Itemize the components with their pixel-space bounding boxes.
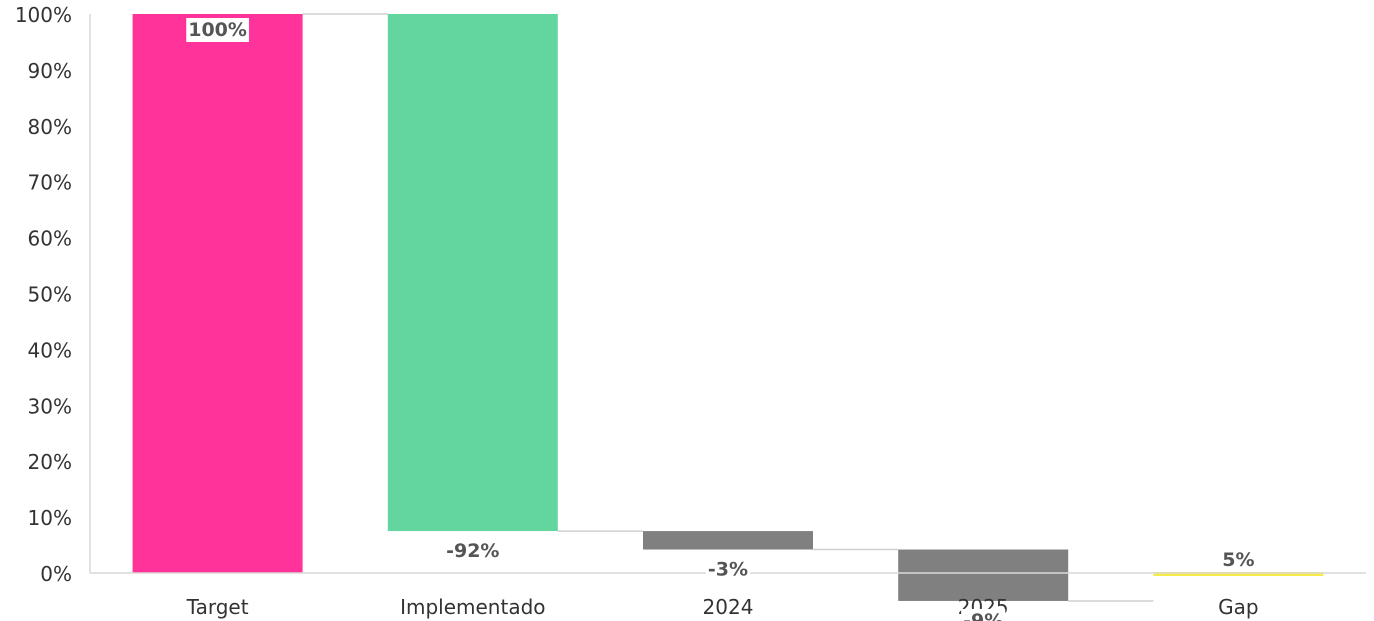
data-label: -3% [708,559,748,581]
bar-implementado [387,14,558,532]
y-tick-label: 0% [40,562,72,586]
bar-gap [1153,572,1324,576]
y-tick-label: 20% [28,450,72,474]
bar-target [132,14,303,573]
data-label-background [186,18,249,42]
data-label-background [705,557,751,582]
x-tick-label: Gap [1218,595,1258,619]
y-tick-label: 100% [15,3,72,27]
data-label: -92% [446,540,499,562]
data-label-background [444,539,502,564]
bar-2024 [643,531,813,550]
x-tick-label: 2024 [703,595,754,619]
y-tick-label: 10% [28,506,72,530]
data-label: 5% [1222,549,1254,571]
y-axis: 0% 10% 20% 30% 40% 50% 60% 70% 80% 90% 100% [15,3,91,586]
data-label-background [1220,548,1257,572]
y-tick-label: 70% [28,171,72,195]
y-tick-label: 60% [28,227,72,251]
x-tick-label: Target [186,595,249,619]
data-label: -9% [963,610,1003,621]
y-tick-label: 80% [28,115,72,139]
x-axis: Target Implementado 2024 2025 Gap [90,572,1366,619]
data-labels: 100% -92% -3% -9% 5% [186,18,1257,621]
bars [132,14,1324,601]
data-label-background [961,608,1006,621]
y-tick-label: 40% [28,338,72,362]
bar-2025 [898,549,1069,601]
y-tick-label: 90% [28,59,72,83]
y-tick-label: 30% [28,394,72,418]
connector-lines [302,13,1154,602]
x-tick-label: Implementado [400,595,545,619]
y-tick-label: 50% [28,283,72,307]
data-label: 100% [188,19,247,41]
